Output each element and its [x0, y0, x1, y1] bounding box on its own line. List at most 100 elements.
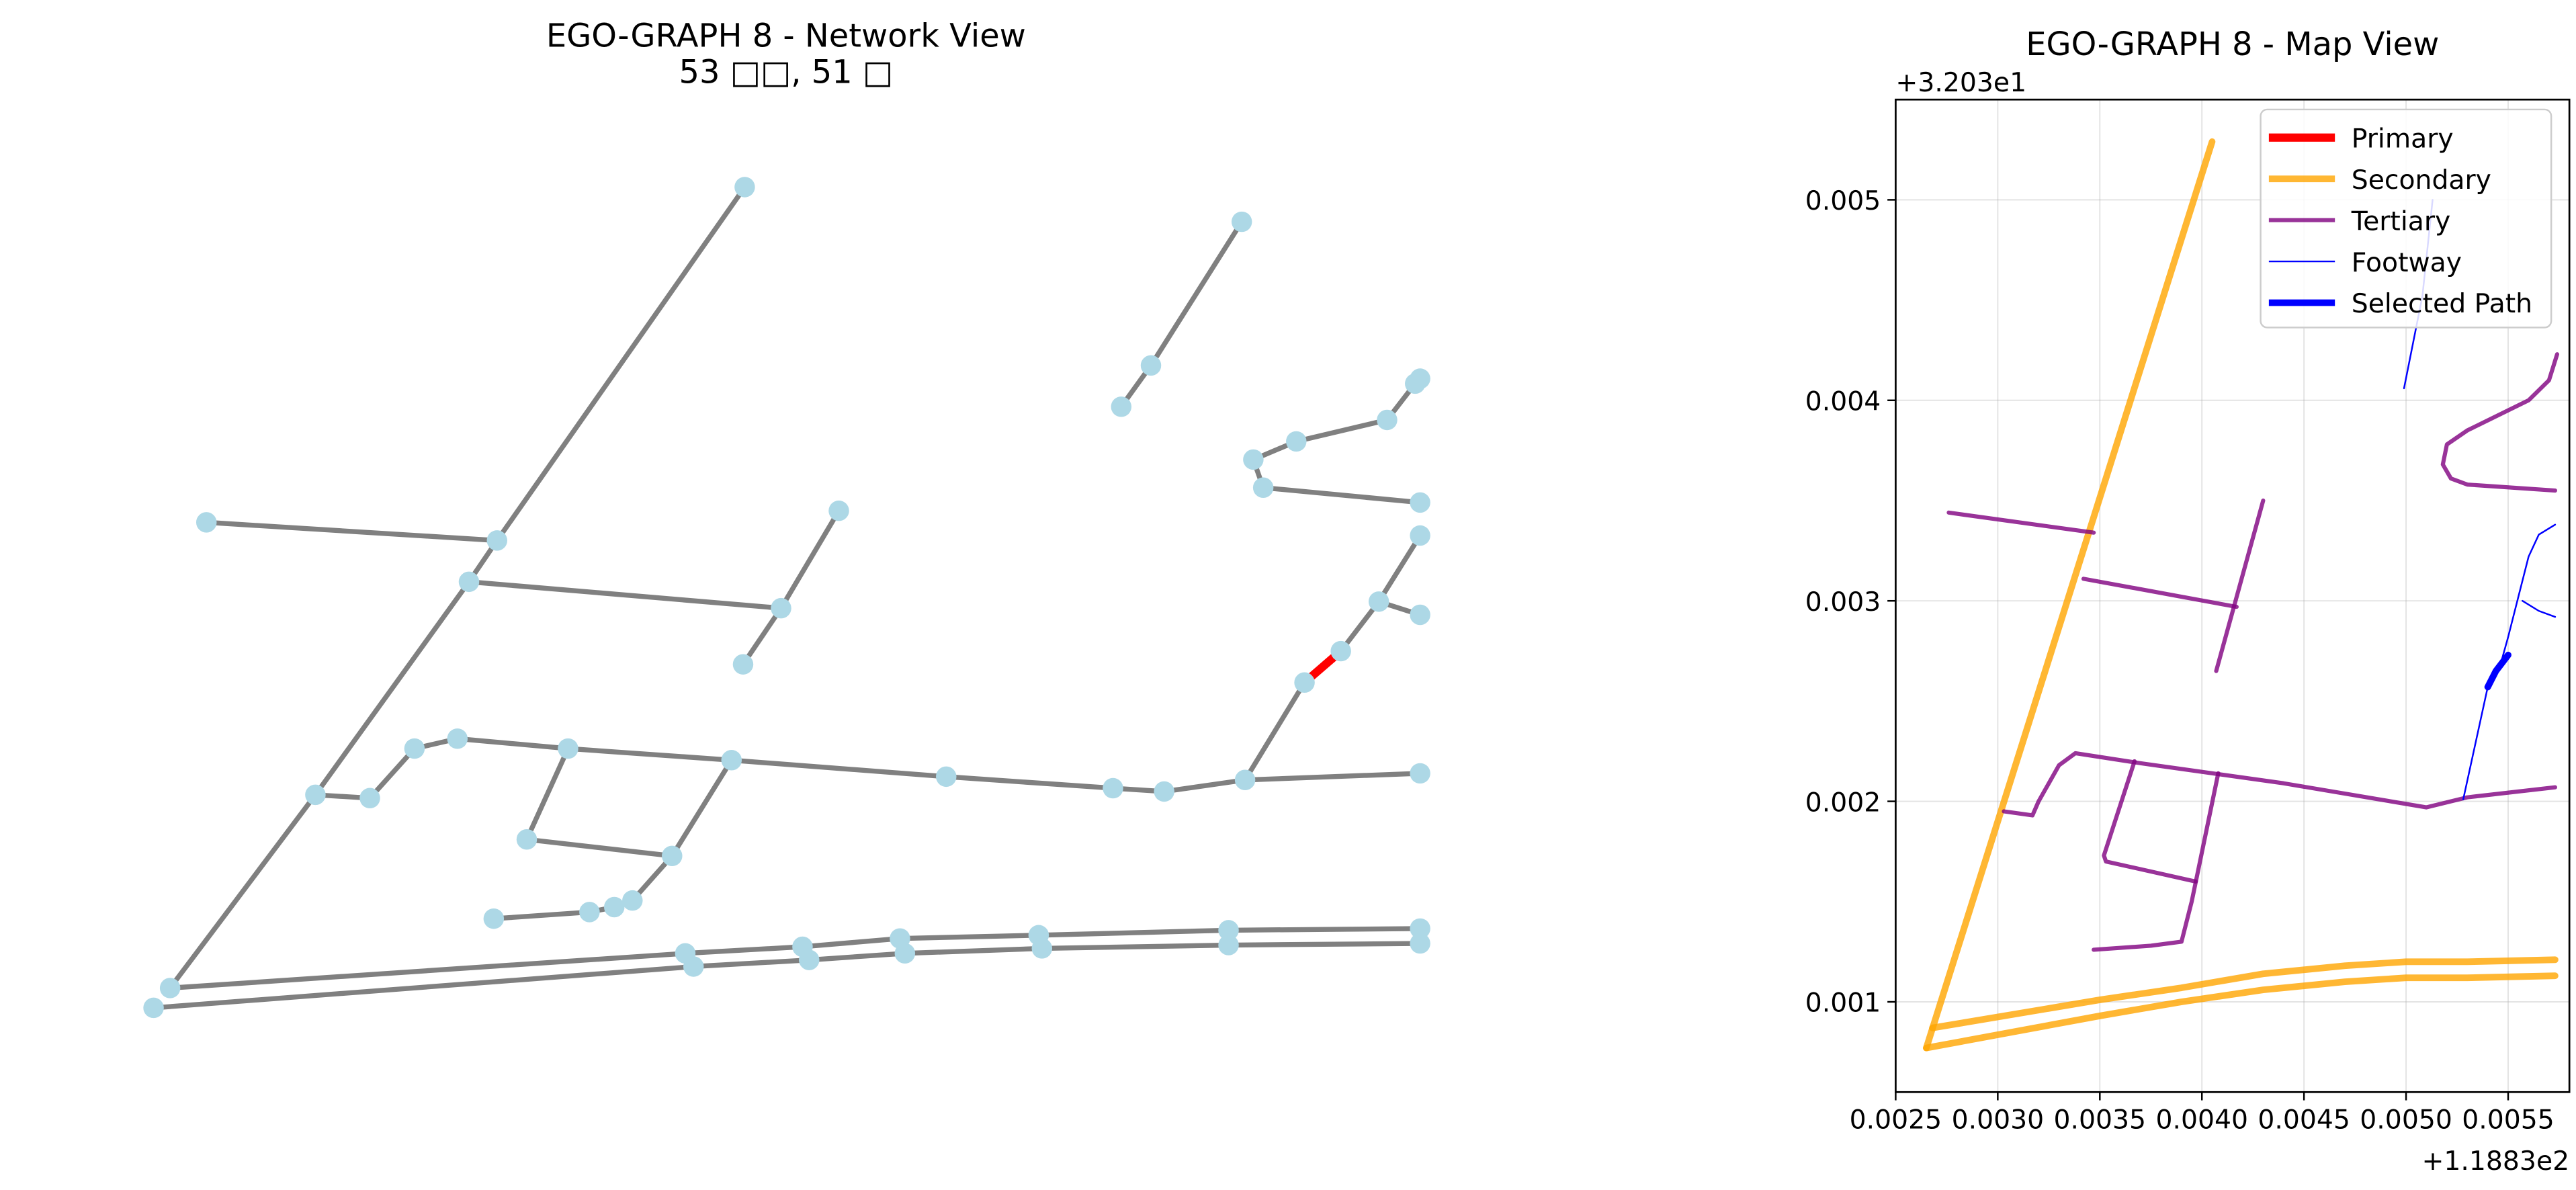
network-node: [1410, 763, 1430, 784]
network-nodes: [143, 177, 1430, 1019]
network-node: [1410, 525, 1430, 546]
y-offset-label: +3.203e1: [1895, 68, 2026, 98]
network-edge: [1038, 927, 1229, 938]
network-title-line1: EGO-GRAPH 8 - Network View: [546, 18, 1026, 55]
map-ticks: 0.0025 0.0030 0.0035 0.0040 0.0045 0.0050 0.00…: [1805, 186, 2554, 1135]
network-edge: [900, 933, 1039, 941]
network-title-line2: 53 □□, 51 □: [679, 54, 894, 91]
network-edge: [1377, 534, 1422, 603]
network-node: [1294, 672, 1315, 693]
network-edge: [1228, 926, 1420, 933]
x-offset-label: +1.1883e2: [2421, 1146, 2569, 1177]
network-node: [359, 788, 380, 809]
network-node: [828, 500, 849, 521]
network-node: [143, 997, 164, 1019]
network-node: [771, 597, 791, 619]
network-edge: [468, 579, 781, 611]
network-edge: [693, 957, 810, 970]
legend-box: [2260, 108, 2552, 329]
network-edge: [493, 909, 590, 921]
network-edge: [568, 746, 732, 763]
network-edge: [1148, 220, 1244, 367]
network-node: [1103, 777, 1123, 799]
network-node: [732, 654, 754, 675]
map-axes-frame: [1895, 98, 2571, 1093]
network-node: [305, 784, 326, 806]
tertiary-road-line: [2214, 498, 2266, 673]
network-edge: [731, 757, 947, 779]
y-tick-label: 0.003: [1805, 587, 1881, 618]
network-edge: [457, 736, 568, 751]
network-edge: [524, 747, 570, 841]
network-node: [458, 571, 480, 593]
map-road-lines: [1923, 138, 2560, 1052]
network-edge: [526, 837, 673, 859]
network-node: [486, 530, 508, 551]
network-node: [1234, 769, 1256, 790]
network-node: [196, 512, 217, 533]
network-node: [894, 943, 916, 964]
network-node: [1140, 355, 1162, 376]
network-node: [404, 738, 425, 759]
network-node: [1286, 431, 1307, 452]
tertiary-road-line: [1946, 510, 2096, 535]
network-edge: [153, 964, 694, 1011]
secondary-road-line: [1923, 972, 2559, 1052]
network-node: [1330, 640, 1351, 662]
network-node: [483, 908, 505, 929]
network-node: [558, 738, 578, 759]
legend-label: Primary: [2352, 124, 2454, 154]
tertiary-road-line: [2002, 751, 2557, 818]
y-tick-label: 0.001: [1805, 988, 1881, 1019]
network-node: [516, 829, 538, 850]
network-node: [734, 177, 755, 198]
network-edge: [1041, 942, 1229, 951]
legend-label: Secondary: [2352, 165, 2491, 196]
network-edge: [809, 951, 906, 963]
network-edge: [1295, 417, 1388, 444]
tertiary-road-line: [2440, 352, 2560, 493]
network-edge: [946, 774, 1113, 791]
network-node: [1111, 396, 1132, 417]
network-node: [579, 902, 600, 923]
network-edge: [495, 185, 747, 542]
map-title: EGO-GRAPH 8 - Map View: [2026, 26, 2439, 63]
network-node: [683, 956, 704, 977]
network-edge: [313, 580, 471, 797]
network-node: [1218, 935, 1239, 955]
y-tick-label: 0.005: [1805, 186, 1881, 216]
legend-label: Footway: [2352, 248, 2462, 278]
network-edge: [1228, 941, 1420, 948]
y-tick-label: 0.004: [1805, 387, 1881, 417]
network-node: [1231, 211, 1252, 232]
selected-road-line: [2484, 651, 2511, 691]
network-node: [1154, 781, 1174, 802]
network-node: [622, 890, 643, 911]
network-node: [1218, 920, 1239, 941]
network-node: [1368, 591, 1389, 612]
network-node: [159, 978, 181, 998]
network-edge: [1164, 777, 1246, 794]
x-tick-label: 0.0055: [2462, 1105, 2554, 1135]
network-edge: [1242, 681, 1307, 781]
network-edge: [1244, 771, 1420, 783]
network-edge: [168, 793, 318, 990]
tertiary-road-line: [2081, 577, 2239, 609]
x-tick-label: 0.0030: [1952, 1105, 2045, 1135]
network-edge: [169, 951, 686, 991]
network-edge: [904, 945, 1042, 956]
network-edge: [779, 509, 841, 610]
y-tick-label: 0.002: [1805, 788, 1881, 818]
x-tick-label: 0.0025: [1850, 1105, 1942, 1135]
network-edge: [1338, 600, 1381, 653]
network-edge: [685, 944, 803, 956]
network-edge: [740, 607, 783, 666]
network-node: [936, 766, 957, 788]
network-node: [1405, 373, 1426, 394]
tertiary-road-line: [2092, 771, 2221, 952]
network-node: [1410, 918, 1430, 939]
network-node: [662, 845, 683, 867]
legend-label: Tertiary: [2351, 206, 2451, 237]
network-node: [1252, 477, 1274, 498]
